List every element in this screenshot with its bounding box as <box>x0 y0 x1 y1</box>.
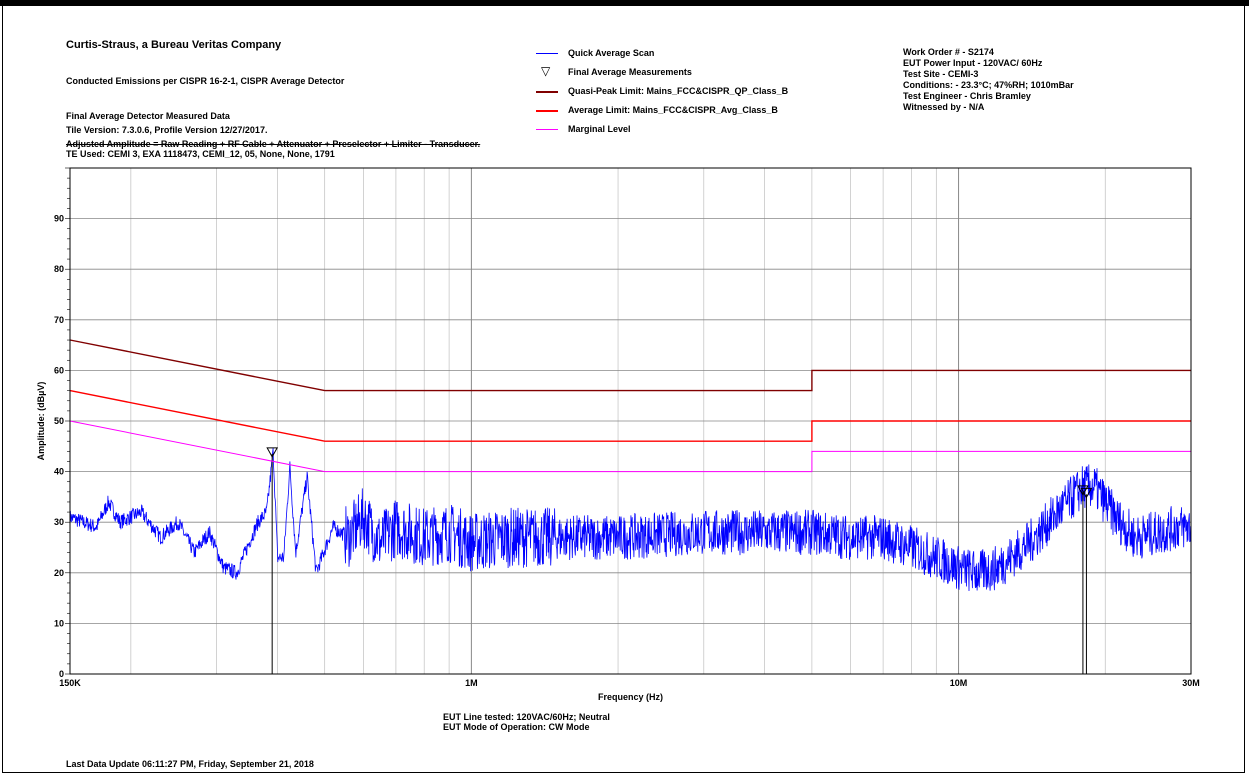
legend-label-markers: Final Average Measurements <box>568 67 692 77</box>
x-axis-label: Frequency (Hz) <box>598 692 663 702</box>
legend-swatch-avg <box>536 110 558 112</box>
y-tick-label: 30 <box>54 517 64 527</box>
series-layer <box>69 339 1192 674</box>
y-tick-label: 10 <box>54 618 64 628</box>
final-measurement-marker <box>266 447 279 458</box>
company-name: Curtis-Straus, a Bureau Veritas Company <box>66 39 282 51</box>
y-tick-label: 40 <box>54 467 64 477</box>
legend-label-qp: Quasi-Peak Limit: Mains_FCC&CISPR_QP_Cla… <box>568 86 789 96</box>
x-tick-label: 1M <box>465 678 478 688</box>
test-site: Test Site - CEMI-3 <box>903 69 979 79</box>
final-measurement-marker <box>1080 487 1093 499</box>
last-update: Last Data Update 06:11:27 PM, Friday, Se… <box>66 759 314 769</box>
y-tick-label: 50 <box>54 416 64 426</box>
final-measurement-marker <box>1077 485 1089 496</box>
y-tick-label: 0 <box>59 669 64 679</box>
x-tick-label: 150K <box>59 678 81 688</box>
data-title: Final Average Detector Measured Data <box>66 111 230 121</box>
legend-swatch-scan <box>536 53 558 54</box>
te-used: TE Used: CEMI 3, EXA 1118473, CEMI_12, 0… <box>66 149 335 159</box>
tile-version: Tile Version: 7.3.0.6, Profile Version 1… <box>66 125 268 135</box>
x-tick-label: 30M <box>1182 678 1200 688</box>
y-tick-label: 80 <box>54 264 64 274</box>
line-tested: EUT Line tested: 120VAC/60Hz; Neutral <box>443 712 610 722</box>
x-tick-label: 10M <box>950 678 968 688</box>
legend-swatch-marginal <box>536 129 558 130</box>
series-scan <box>69 447 1192 592</box>
y-axis-label: Amplitude: (dBµV) <box>36 382 46 461</box>
y-tick-label: 60 <box>54 365 64 375</box>
series-avg_limit <box>69 389 1191 442</box>
legend-label-marginal: Marginal Level <box>568 124 631 134</box>
axes: 0 10 20 30 40 50 60 70 80 90 150K 1M 10M 30M <box>54 167 1200 688</box>
power-input: EUT Power Input - 120VAC/ 60Hz <box>903 58 1043 68</box>
test-title: Conducted Emissions per CISPR 16-2-1, CI… <box>66 76 345 86</box>
witnessed-by: Witnessed by - N/A <box>903 102 985 112</box>
adjusted-formula: Adjusted Amplitude = Raw Reading + RF Ca… <box>66 139 481 149</box>
series-qp_limit <box>69 339 1191 392</box>
test-engineer: Test Engineer - Chris Bramley <box>903 91 1031 101</box>
legend-label-avg: Average Limit: Mains_FCC&CISPR_Avg_Class… <box>568 105 778 115</box>
work-order: Work Order # - S2174 <box>903 47 994 57</box>
legend-label-scan: Quick Average Scan <box>568 48 655 58</box>
series-marginal <box>69 420 1191 473</box>
top-border-bar <box>0 0 1249 6</box>
operation-mode: EUT Mode of Operation: CW Mode <box>443 722 590 732</box>
conditions: Conditions: - 23.3°C; 47%RH; 1010mBar <box>903 80 1074 90</box>
y-tick-label: 90 <box>54 214 64 224</box>
y-tick-label: 70 <box>54 315 64 325</box>
legend-swatch-qp <box>536 91 558 93</box>
triangle-down-icon: ▽ <box>541 64 551 78</box>
y-tick-label: 20 <box>54 568 64 578</box>
